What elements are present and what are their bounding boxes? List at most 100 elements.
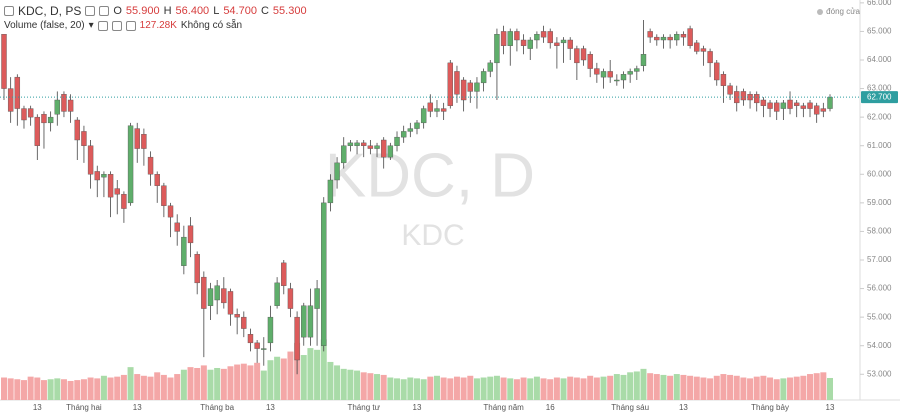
candle-body — [440, 108, 447, 112]
dropdown-icon[interactable]: ▾ — [88, 20, 94, 31]
candle-body — [820, 108, 827, 112]
volume-bar — [800, 375, 807, 400]
candle-body — [214, 285, 220, 301]
candle-body — [494, 34, 500, 64]
volume-bar — [693, 376, 700, 400]
candle-body — [74, 119, 80, 141]
volume-bar — [300, 355, 307, 400]
candle-body — [241, 316, 247, 329]
volume-bar — [227, 366, 234, 400]
candle-body — [527, 39, 533, 49]
volume-bar — [513, 379, 520, 400]
volume-bar — [620, 374, 627, 400]
candle-body — [400, 131, 407, 138]
y-tick-label: 63.000 — [867, 84, 892, 93]
volume-bar — [260, 370, 267, 400]
y-tick-label: 55.000 — [867, 312, 892, 321]
candle-body — [387, 145, 394, 158]
volume-bar — [194, 367, 201, 400]
volume-bar — [407, 377, 414, 400]
candle-body — [487, 62, 493, 72]
candle-body — [774, 102, 780, 112]
candle-body — [520, 39, 527, 46]
volume-bar — [487, 376, 494, 400]
volume-bar — [713, 375, 720, 400]
x-tick-label: 13 — [266, 403, 275, 412]
candle-body — [687, 28, 693, 46]
volume-bar — [593, 377, 600, 400]
hide-icon[interactable] — [111, 20, 122, 31]
candle-body — [87, 145, 94, 175]
volume-bar — [453, 376, 460, 400]
volume-bar — [20, 380, 27, 400]
candle-body — [321, 202, 327, 346]
candle-body — [534, 34, 540, 41]
candle-body — [813, 105, 820, 115]
last-price-box — [861, 91, 898, 104]
remove-icon[interactable] — [125, 20, 136, 31]
volume-bar — [647, 373, 654, 400]
volume-bar — [787, 377, 794, 400]
volume-bar — [813, 373, 820, 400]
candle-body — [654, 36, 660, 41]
candle-body — [607, 71, 613, 78]
y-tick-label: 61.000 — [867, 141, 892, 150]
close-toggle[interactable]: đóng cửa — [817, 7, 860, 16]
candle-body — [647, 31, 653, 38]
volume-bar — [374, 374, 381, 400]
candle-body — [354, 142, 360, 146]
volume-bar — [340, 368, 347, 400]
candle-body — [767, 102, 773, 109]
volume-bar — [94, 378, 101, 400]
settings-icon[interactable] — [85, 6, 96, 16]
volume-bar — [387, 377, 394, 400]
volume-bar — [120, 374, 127, 400]
volume-bar — [200, 365, 207, 400]
x-tick-label: Tháng ba — [200, 403, 234, 412]
candle-body — [221, 288, 227, 304]
candle-body — [714, 62, 720, 81]
x-tick-label: 13 — [133, 403, 142, 412]
volume-layer — [1, 339, 833, 400]
candle-body — [227, 291, 234, 315]
volume-bar — [627, 372, 634, 400]
volume-bar — [167, 377, 174, 400]
volume-bar — [573, 377, 580, 400]
x-tick-label: 13 — [33, 403, 42, 412]
candle-body — [740, 91, 747, 101]
watermark-sub: KDC — [401, 219, 464, 252]
hide-icon[interactable] — [99, 6, 110, 16]
volume-bar — [314, 349, 321, 400]
volume-bar — [27, 376, 34, 400]
candle-body — [620, 74, 627, 81]
candle-body — [554, 42, 560, 46]
candle-body — [467, 82, 473, 92]
candle-body — [547, 31, 553, 44]
candle-body — [760, 99, 767, 106]
settings-icon[interactable] — [97, 20, 108, 31]
candle-body — [47, 116, 54, 124]
candle-body — [394, 136, 400, 146]
volume-bar — [14, 379, 21, 400]
candle-body — [707, 51, 713, 64]
candle-body — [787, 99, 793, 109]
volume-bar — [334, 365, 341, 400]
candle-body — [147, 156, 154, 175]
candle-body — [141, 134, 147, 149]
volume-bar — [480, 377, 487, 400]
volume-bar — [427, 376, 434, 400]
y-tick-label: 53.000 — [867, 369, 892, 378]
candle-body — [267, 316, 274, 344]
candle-body — [307, 305, 314, 338]
candle-body — [167, 205, 174, 218]
volume-bar — [547, 379, 554, 400]
volume-bar — [160, 374, 167, 400]
candle-body — [640, 54, 647, 66]
x-tick-label: Tháng bảy — [751, 403, 789, 412]
collapse-icon[interactable] — [4, 6, 14, 16]
candle-body — [194, 254, 200, 284]
y-tick-label: 62.000 — [867, 112, 892, 121]
